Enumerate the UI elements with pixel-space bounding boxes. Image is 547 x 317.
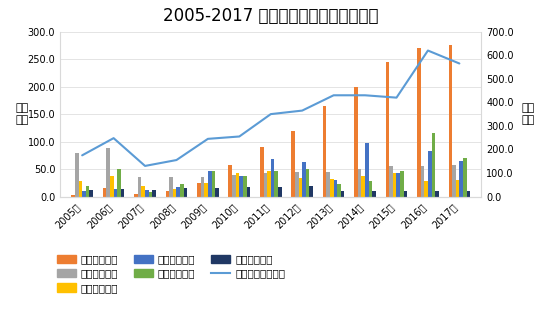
Bar — [138, 177, 142, 197]
Bar — [229, 165, 232, 197]
Bar — [334, 180, 337, 197]
Bar — [369, 181, 373, 197]
Bar — [397, 173, 400, 197]
Bar — [292, 131, 295, 197]
Bar — [184, 188, 187, 197]
Bar — [260, 147, 264, 197]
Bar — [103, 188, 106, 197]
Bar — [169, 177, 173, 197]
Bar — [452, 165, 456, 197]
Bar — [166, 191, 169, 197]
Bar — [327, 172, 330, 197]
Bar — [404, 191, 408, 197]
Bar — [142, 185, 145, 197]
Bar — [463, 158, 467, 197]
Bar — [145, 190, 149, 197]
Bar — [173, 189, 177, 197]
Bar — [86, 185, 89, 197]
Bar — [106, 148, 110, 197]
Bar — [201, 177, 204, 197]
Bar — [79, 181, 82, 197]
Bar — [393, 173, 397, 197]
Bar — [435, 191, 439, 197]
Bar — [236, 173, 240, 197]
Bar — [337, 184, 341, 197]
Bar — [389, 166, 393, 197]
Bar — [323, 106, 327, 197]
Bar — [341, 191, 345, 197]
Bar — [212, 171, 215, 197]
Bar — [459, 161, 463, 197]
Bar — [358, 169, 362, 197]
Bar — [215, 188, 219, 197]
Bar — [295, 172, 299, 197]
Bar — [75, 152, 79, 197]
Bar — [449, 45, 452, 197]
Bar — [110, 176, 114, 197]
Bar — [330, 179, 334, 197]
Bar — [149, 191, 152, 197]
Bar — [275, 171, 278, 197]
Bar — [299, 178, 302, 197]
Bar — [456, 180, 459, 197]
Bar — [271, 159, 275, 197]
Bar — [89, 190, 93, 197]
Bar — [386, 62, 389, 197]
Bar — [354, 87, 358, 197]
Bar — [278, 187, 282, 197]
Bar — [117, 169, 121, 197]
Y-axis label: 万吨
全国: 万吨 全国 — [521, 103, 534, 125]
Bar — [424, 181, 428, 197]
Bar — [373, 191, 376, 197]
Bar — [467, 191, 470, 197]
Bar — [204, 183, 208, 197]
Bar — [362, 176, 365, 197]
Bar — [243, 176, 247, 197]
Bar — [208, 171, 212, 197]
Bar — [197, 183, 201, 197]
Bar — [310, 185, 313, 197]
Bar — [134, 194, 138, 197]
Bar — [267, 171, 271, 197]
Bar — [114, 189, 117, 197]
Bar — [71, 195, 75, 197]
Bar — [306, 169, 310, 197]
Bar — [365, 143, 369, 197]
Bar — [177, 187, 180, 197]
Bar — [417, 48, 421, 197]
Bar — [232, 175, 236, 197]
Bar — [400, 171, 404, 197]
Bar — [121, 189, 125, 197]
Title: 2005-2017 年我国分地区红枣产量情况: 2005-2017 年我国分地区红枣产量情况 — [163, 7, 379, 25]
Bar — [247, 187, 250, 197]
Bar — [302, 163, 306, 197]
Bar — [152, 191, 156, 197]
Legend: 新疆（万吨）, 河北（万吨）, 山东（万吨）, 陕西（万吨）, 山西（万吨）, 河南（万吨）, 全国产量（万吨）: 新疆（万吨）, 河北（万吨）, 山东（万吨）, 陕西（万吨）, 山西（万吨）, … — [57, 255, 285, 293]
Y-axis label: 万吨
地区: 万吨 地区 — [16, 103, 29, 125]
Bar — [82, 191, 86, 197]
Bar — [264, 173, 267, 197]
Bar — [240, 176, 243, 197]
Bar — [421, 166, 424, 197]
Bar — [432, 133, 435, 197]
Bar — [428, 151, 432, 197]
Bar — [180, 184, 184, 197]
